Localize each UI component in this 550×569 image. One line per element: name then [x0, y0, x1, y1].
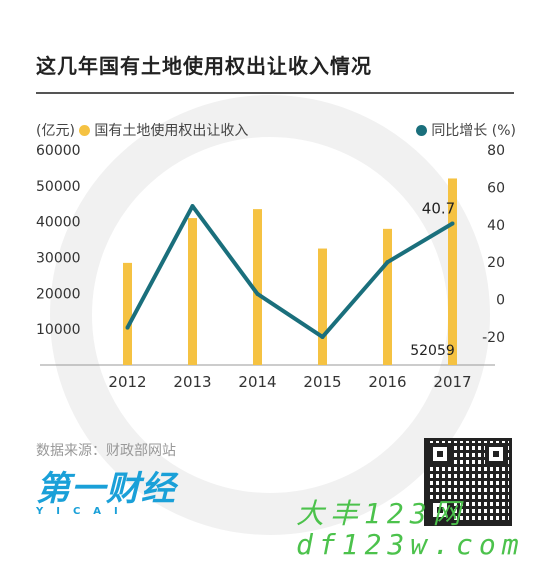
logo-sub-text: YICAI	[36, 506, 131, 517]
right-tick-label: 80	[487, 143, 505, 159]
qr-finder	[485, 443, 507, 465]
bar	[448, 178, 457, 365]
growth-point	[255, 291, 260, 296]
bar	[123, 262, 132, 365]
data-source: 数据来源：财政部网站	[36, 443, 176, 459]
title-divider	[36, 92, 514, 94]
line-data-label: 40.7	[422, 199, 455, 217]
x-tick-label: 2014	[238, 373, 276, 391]
bar	[318, 248, 327, 365]
growth-point	[125, 325, 130, 330]
growth-point	[320, 334, 325, 339]
left-tick-label: 10000	[36, 322, 81, 338]
growth-point	[450, 221, 455, 226]
growth-point	[385, 260, 390, 265]
legend-right: 同比增长 (%)	[416, 120, 516, 140]
left-axis-unit: (亿元)	[36, 123, 75, 139]
right-tick-label: 20	[487, 255, 505, 271]
left-tick-label: 60000	[36, 143, 81, 159]
yicai-logo: 第一财经 YICAI	[36, 470, 176, 517]
x-tick-label: 2016	[368, 373, 406, 391]
bar-data-label: 52059	[410, 343, 455, 359]
x-tick-label: 2017	[433, 373, 471, 391]
right-tick-label: 60	[487, 180, 505, 196]
line-legend-label: 同比增长	[431, 123, 488, 139]
bar-legend-swatch	[79, 125, 91, 136]
right-tick-label: -20	[482, 330, 505, 346]
bar-legend-label: 国有土地使用权出让收入	[94, 123, 249, 139]
x-tick-label: 2015	[303, 373, 341, 391]
legend-left: (亿元) 国有土地使用权出让收入	[36, 120, 248, 140]
qr-code	[424, 438, 512, 526]
right-tick-label: 0	[496, 293, 505, 309]
bar	[188, 218, 197, 365]
watermark-text-1: 大丰123网	[296, 497, 467, 530]
left-tick-label: 40000	[36, 215, 81, 231]
qr-finder	[429, 499, 451, 521]
right-axis-unit: (%)	[491, 123, 516, 139]
left-tick-label: 20000	[36, 286, 81, 302]
line-legend-swatch	[416, 125, 428, 136]
bar	[253, 209, 262, 365]
left-tick-label: 30000	[36, 251, 81, 267]
left-tick-label: 50000	[36, 179, 81, 195]
bar	[383, 228, 392, 365]
x-tick-label: 2012	[108, 373, 146, 391]
logo-main-text: 第一财经	[36, 469, 176, 509]
right-tick-label: 40	[487, 218, 505, 234]
qr-finder	[429, 443, 451, 465]
growth-point	[190, 204, 195, 209]
watermark-text-2: df123w.com	[296, 528, 525, 561]
chart-title: 这几年国有土地使用权出让收入情况	[36, 54, 372, 78]
x-tick-label: 2013	[173, 373, 211, 391]
growth-line	[125, 204, 454, 339]
